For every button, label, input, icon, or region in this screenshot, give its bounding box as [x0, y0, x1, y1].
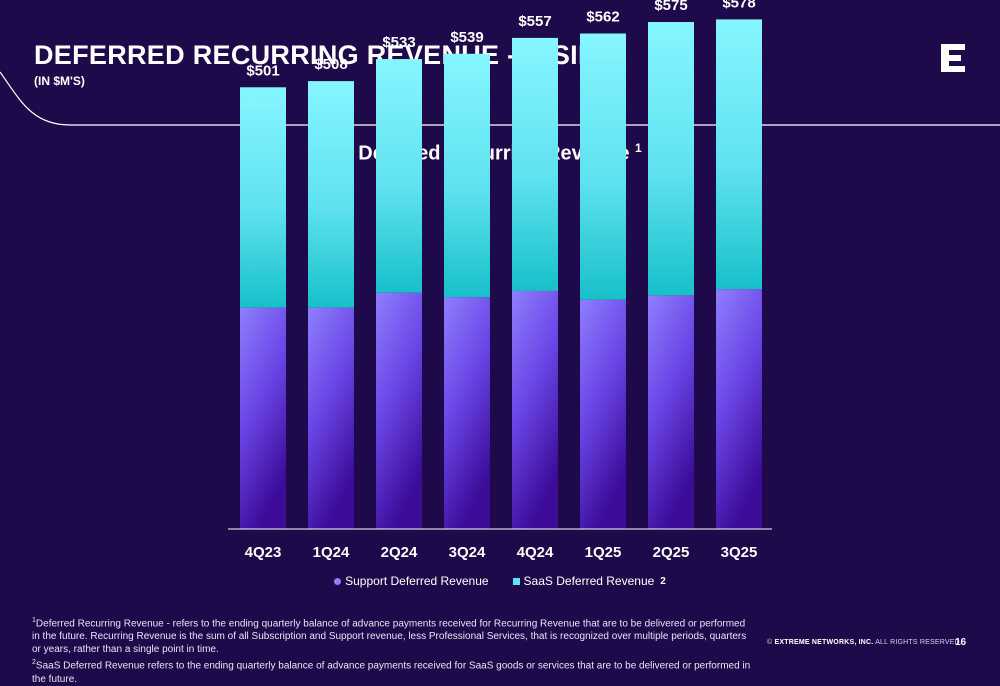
slide-subtitle: (IN $M'S)	[34, 74, 85, 88]
x-tick-label-1Q25: 1Q25	[585, 544, 622, 561]
bar-saas-2Q25	[648, 22, 694, 296]
x-tick-label-2Q24: 2Q24	[381, 544, 418, 561]
data-label-total-4Q24: $557	[518, 13, 551, 30]
x-tick-label-3Q24: 3Q24	[449, 544, 486, 561]
bar-support-4Q23	[240, 307, 286, 529]
x-tick-label-1Q24: 1Q24	[313, 544, 350, 561]
data-label-total-1Q24: $508	[314, 56, 347, 73]
extreme-e-logo-icon	[941, 44, 965, 72]
stacked-bar-chart: $501 4Q23 $508 1Q24 $533 2Q24 $539 3Q24 $557 4Q24…	[228, 0, 772, 561]
bar-support-2Q24	[376, 292, 422, 529]
copyright-rights: ALL RIGHTS RESERVED.	[875, 639, 963, 646]
copyright-notice: © EXTREME NETWORKS, INC. ALL RIGHTS RESE…	[767, 639, 962, 646]
bar-saas-1Q24	[308, 81, 354, 308]
footnote-1-marker: 1	[32, 617, 36, 624]
x-tick-label-3Q25: 3Q25	[721, 544, 758, 561]
bar-saas-4Q23	[240, 87, 286, 308]
legend-item-saas: SaaS Deferred Revenue 2	[512, 574, 666, 588]
copyright-symbol: ©	[767, 639, 773, 646]
bar-support-3Q24	[444, 297, 490, 529]
bar-saas-2Q24	[376, 59, 422, 293]
legend-label-support: Support Deferred Revenue	[345, 574, 489, 588]
footnote-1-text: Deferred Recurring Revenue - refers to t…	[32, 618, 747, 656]
bar-support-3Q25	[716, 289, 762, 529]
bar-saas-3Q24	[444, 53, 490, 298]
chart-title-footnote: 1	[635, 141, 642, 155]
bar-saas-1Q25	[580, 33, 626, 300]
chart-title-text: Deferred Recurring Revenue	[358, 142, 630, 165]
bar-support-2Q25	[648, 295, 694, 529]
data-label-total-2Q25: $575	[654, 0, 687, 14]
legend-swatch-saas	[512, 577, 520, 585]
x-tick-label-2Q25: 2Q25	[653, 544, 690, 561]
x-tick-label-4Q24: 4Q24	[517, 544, 554, 561]
legend-swatch-support	[334, 577, 342, 585]
bar-support-1Q24	[308, 307, 354, 529]
header-divider-curve	[0, 71, 1000, 126]
footnote-2: 2SaaS Deferred Revenue refers to the end…	[32, 656, 752, 685]
legend-saas-footnote: 2	[660, 575, 666, 587]
data-label-total-3Q24: $539	[450, 29, 483, 46]
bar-support-1Q25	[580, 299, 626, 529]
bar-saas-3Q25	[716, 19, 762, 290]
footnotes: 1Deferred Recurring Revenue - refers to …	[32, 614, 752, 686]
footnote-1: 1Deferred Recurring Revenue - refers to …	[32, 614, 752, 656]
bar-saas-4Q24	[512, 37, 558, 291]
data-label-total-3Q25: $578	[722, 0, 755, 11]
data-label-total-2Q24: $533	[382, 34, 415, 51]
chart-legend: Support Deferred Revenue SaaS Deferred R…	[0, 574, 1000, 588]
data-label-total-4Q23: $501	[246, 62, 279, 79]
data-label-total-1Q25: $562	[586, 9, 619, 26]
copyright-company: EXTREME NETWORKS, INC.	[774, 639, 874, 646]
page-number: 16	[955, 637, 967, 648]
legend-item-support: Support Deferred Revenue	[334, 574, 489, 588]
bar-support-4Q24	[512, 290, 558, 529]
footnote-2-text: SaaS Deferred Revenue refers to the endi…	[32, 660, 751, 685]
chart-title: Deferred Recurring Revenue 1	[0, 141, 1000, 166]
footnote-2-marker: 2	[32, 659, 36, 667]
x-tick-label-4Q23: 4Q23	[245, 544, 282, 561]
legend-label-saas: SaaS Deferred Revenue	[523, 574, 655, 588]
